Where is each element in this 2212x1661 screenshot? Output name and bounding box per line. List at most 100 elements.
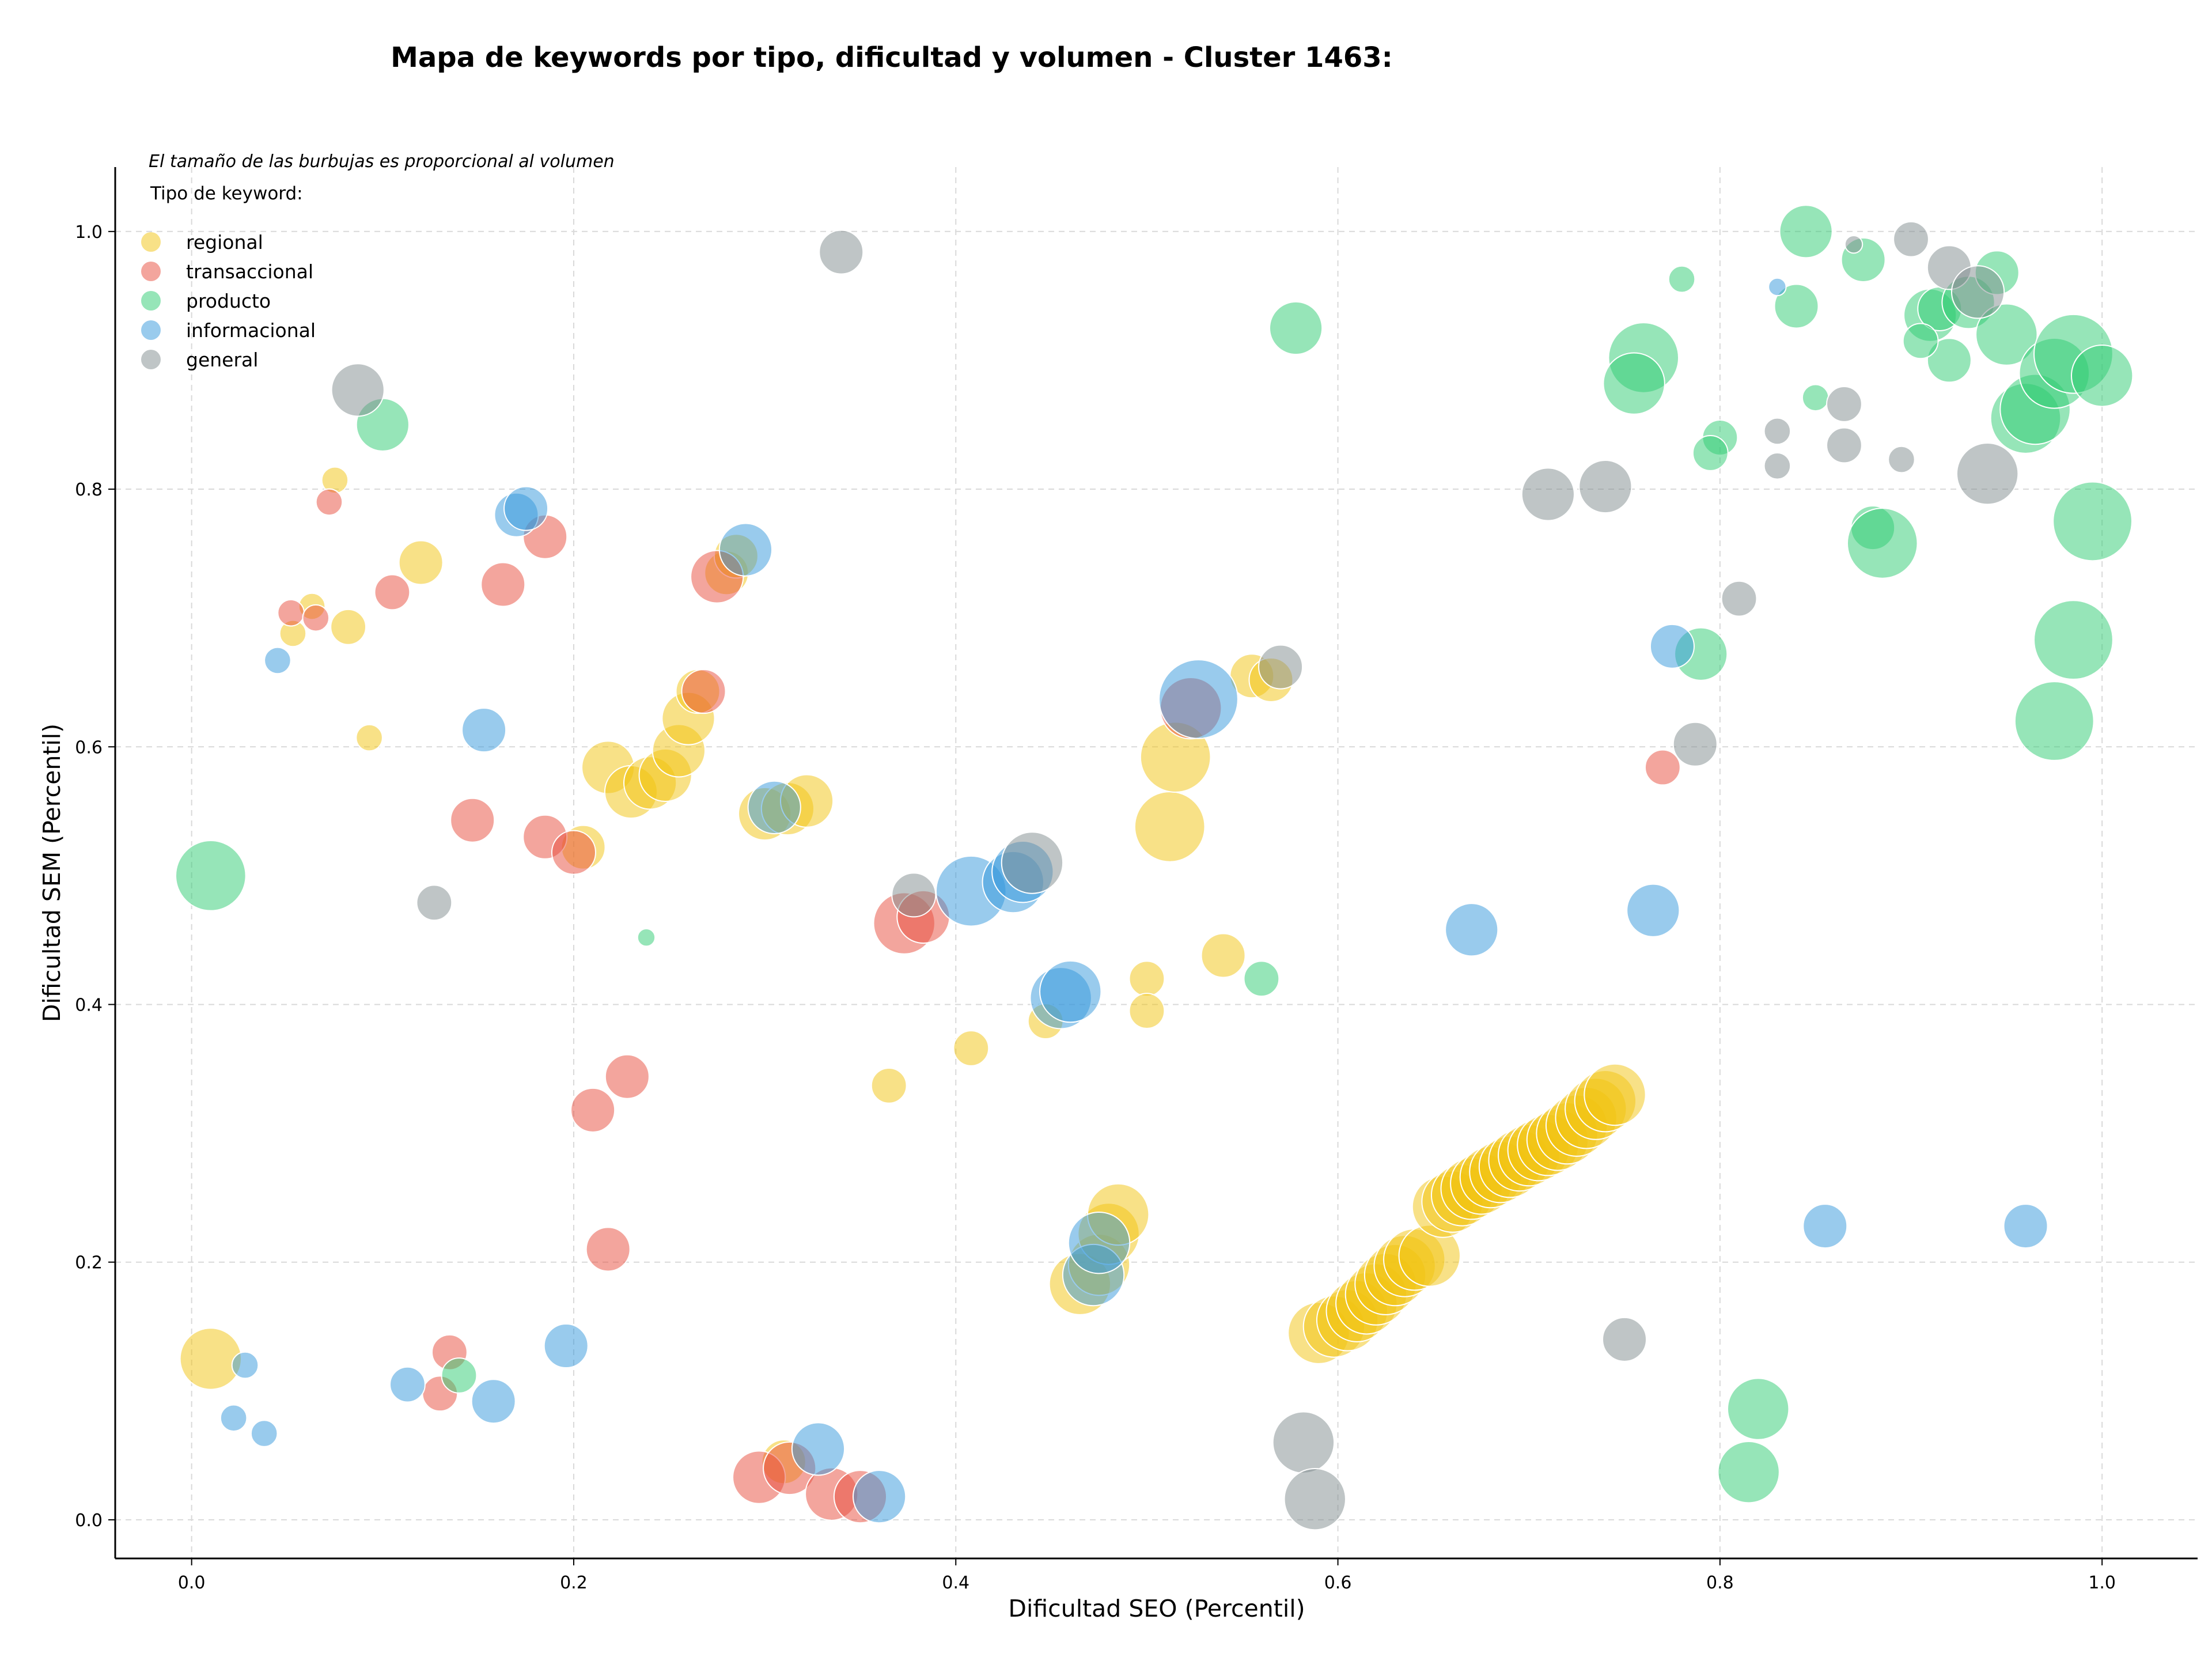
bubble-point [1602, 1316, 1647, 1362]
y-tick-label: 0.0 [75, 1511, 103, 1531]
bubble-point [637, 928, 656, 947]
bubble-point [2052, 481, 2133, 562]
bubble-point [461, 707, 507, 753]
legend-label: producto [186, 290, 271, 312]
bubble-point [219, 1404, 248, 1432]
y-tick-label: 0.6 [75, 737, 103, 758]
bubble-point [374, 574, 411, 611]
bubble-point [302, 604, 330, 632]
legend-label: informacional [186, 319, 316, 342]
bubble-point [1649, 623, 1695, 669]
bubble-point [398, 540, 444, 585]
bubble-point [330, 608, 367, 645]
bubble-point [953, 1030, 990, 1066]
bubble-point [1584, 1063, 1646, 1126]
bubble-point [1779, 205, 1833, 259]
axes [114, 167, 2198, 1560]
bubble-point [389, 1366, 426, 1403]
bubble-point [2033, 600, 2113, 680]
series-informacional [219, 277, 2048, 1524]
bubble-point [543, 1323, 589, 1369]
tick-labels: 0.0 0.2 0.4 0.6 0.8 1.0 0.0 0.2 0.4 0.6 0.8 1.0 [75, 222, 2116, 1593]
bubble-point [1668, 265, 1696, 293]
bubble-point [416, 884, 453, 921]
y-tick-label: 1.0 [75, 222, 103, 243]
bubble-point [2070, 345, 2134, 407]
bubble-point [1844, 234, 1863, 254]
bubble-point [1951, 265, 2005, 319]
x-tick-label: 0.4 [942, 1573, 969, 1593]
bubble-point [1893, 221, 1929, 258]
bubble-point [1774, 283, 1819, 329]
bubble-point [471, 1379, 516, 1424]
bubble-point [1128, 960, 1165, 997]
x-tick-label: 1.0 [2088, 1573, 2116, 1593]
chart-title: Mapa de keywords por tipo, dificultad y … [391, 41, 1393, 74]
bubble-point [1763, 417, 1791, 445]
legend-item-informacional: informacional [141, 319, 316, 342]
y-tick-label: 0.8 [75, 480, 103, 500]
y-tick-label: 0.4 [75, 995, 103, 1015]
series-general [331, 221, 2019, 1531]
bubble-point [2014, 681, 2094, 761]
size-note: El tamaño de las burbujas es proporciona… [149, 152, 615, 172]
bubble-point [585, 1227, 631, 1272]
bubble-point [2003, 1204, 2048, 1249]
bubble-point [1692, 435, 1729, 471]
bubble-point [853, 1470, 907, 1524]
bubble-point [1846, 508, 1918, 579]
x-tick-label: 0.0 [178, 1573, 206, 1593]
x-axis-label: Dificultad SEO (Percentil) [1008, 1595, 1305, 1622]
series-regional [179, 466, 1646, 1485]
bubble-point [1802, 1204, 1848, 1249]
bubble-point [1926, 338, 1972, 383]
bubble-point [264, 646, 291, 675]
bubble-point [1888, 445, 1915, 474]
y-axis-label: Dificultad SEM (Percentil) [38, 724, 66, 1022]
legend: El tamaño de las burbujas es proporciona… [141, 152, 615, 371]
bubble-point [179, 1327, 243, 1390]
bubble-point [1763, 452, 1791, 480]
bubble-point [1243, 960, 1280, 997]
bubble-point [1001, 831, 1064, 894]
legend-item-producto: producto [141, 290, 271, 312]
bubble-point [1521, 467, 1575, 521]
bubble-point [681, 669, 726, 714]
legend-label: regional [186, 231, 263, 253]
bubble-point [1445, 903, 1499, 957]
legend-label: transaccional [186, 260, 313, 283]
bubble-point [1269, 301, 1323, 355]
x-tick-label: 0.6 [1324, 1573, 1352, 1593]
legend-item-general: general [141, 349, 258, 371]
bubble-point [1578, 459, 1633, 514]
bubble-point [503, 486, 549, 531]
bubble-point [1768, 277, 1787, 297]
bubble-point [1134, 791, 1206, 862]
bubble-point [1258, 644, 1304, 690]
bubble-point [1902, 323, 1939, 360]
bubble-point [250, 1420, 278, 1447]
legend-entries: regional transaccional producto informacion… [141, 231, 316, 371]
bubble-point [1626, 883, 1680, 937]
legend-title: Tipo de keyword: [150, 183, 303, 204]
bubble-point [480, 562, 526, 607]
bubble-point [747, 780, 801, 834]
bubble-point [1721, 580, 1758, 617]
bubble-point [450, 797, 495, 843]
series-transaccional [277, 488, 1681, 1524]
bubble-point [870, 1067, 907, 1104]
bubble-point [1272, 1411, 1335, 1474]
bubble-point [355, 724, 383, 752]
legend-marker [141, 262, 161, 281]
bubble-point [1067, 1211, 1131, 1274]
bubbles-layer [175, 205, 2134, 1531]
bubble-point [551, 830, 596, 875]
legend-marker [141, 320, 161, 340]
legend-marker [141, 291, 161, 311]
bubble-point [1975, 303, 2038, 366]
legend-item-transaccional: transaccional [141, 260, 313, 283]
bubble-point [1039, 960, 1102, 1023]
legend-label: general [186, 349, 258, 371]
bubble-point [231, 1351, 259, 1379]
